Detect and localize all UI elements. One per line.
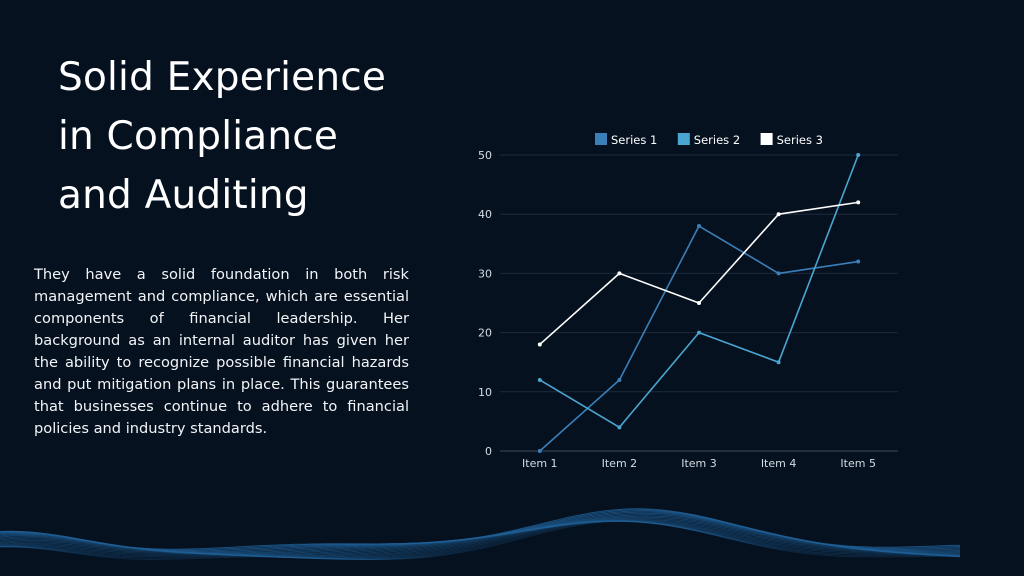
legend-label: Series 2 (694, 133, 740, 147)
wave-line (0, 520, 961, 560)
data-point (697, 301, 701, 305)
wave-line (0, 520, 961, 560)
y-tick-label: 0 (485, 445, 492, 458)
data-point (856, 153, 861, 157)
decorative-waves (0, 508, 961, 561)
legend-item-2: Series 2 (677, 133, 740, 147)
legend: Series 1 Series 2 Series 3 (595, 133, 823, 147)
data-point (537, 449, 542, 453)
data-point (537, 377, 542, 382)
data-point (776, 212, 781, 217)
wave-line (0, 520, 961, 560)
legend-item-1: Series 1 (595, 133, 657, 147)
data-point (776, 360, 781, 365)
y-tick-label: 40 (478, 208, 492, 221)
y-tick-label: 30 (478, 267, 492, 280)
x-tick-label: Item 1 (522, 457, 558, 470)
wave-line (0, 520, 961, 559)
x-tick-label: Item 4 (761, 457, 797, 470)
line-chart: 0 10 20 30 40 50 Item 1 Item 2 Item 3 Item 4 Item … (478, 133, 898, 470)
axes: 0 10 20 30 40 50 Item 1 Item 2 Item 3 Item 4 Item … (478, 149, 876, 470)
legend-item-3: Series 3 (760, 133, 823, 147)
legend-swatch (595, 133, 607, 145)
y-tick-label: 20 (478, 327, 492, 340)
data-point (617, 377, 622, 382)
slide-title: Solid Experience in Compliance and Audit… (58, 55, 387, 218)
wave-line (0, 520, 961, 559)
legend-label: Series 3 (777, 133, 823, 147)
series-line-1 (539, 225, 859, 452)
x-tick-label: Item 2 (602, 457, 638, 470)
legend-swatch (677, 133, 690, 145)
series-lines (537, 153, 861, 453)
data-point (617, 425, 622, 430)
legend-swatch (760, 133, 773, 145)
wave-line (0, 520, 961, 560)
data-point (697, 330, 701, 335)
data-point (856, 259, 861, 264)
data-point (697, 224, 701, 229)
wave-line (0, 520, 961, 560)
x-tick-label: Item 3 (681, 457, 717, 470)
data-point (537, 342, 542, 347)
wave-line (0, 508, 961, 550)
body-paragraph: They have a solid foundation in both ris… (34, 266, 409, 437)
data-point (776, 271, 781, 276)
y-tick-label: 50 (478, 149, 492, 162)
series-line-2 (539, 154, 859, 429)
y-tick-label: 10 (478, 386, 492, 399)
wave-line (0, 520, 961, 561)
data-point (856, 200, 861, 205)
legend-label: Series 1 (611, 133, 657, 147)
data-point (617, 271, 622, 276)
x-tick-label: Item 5 (840, 457, 876, 470)
